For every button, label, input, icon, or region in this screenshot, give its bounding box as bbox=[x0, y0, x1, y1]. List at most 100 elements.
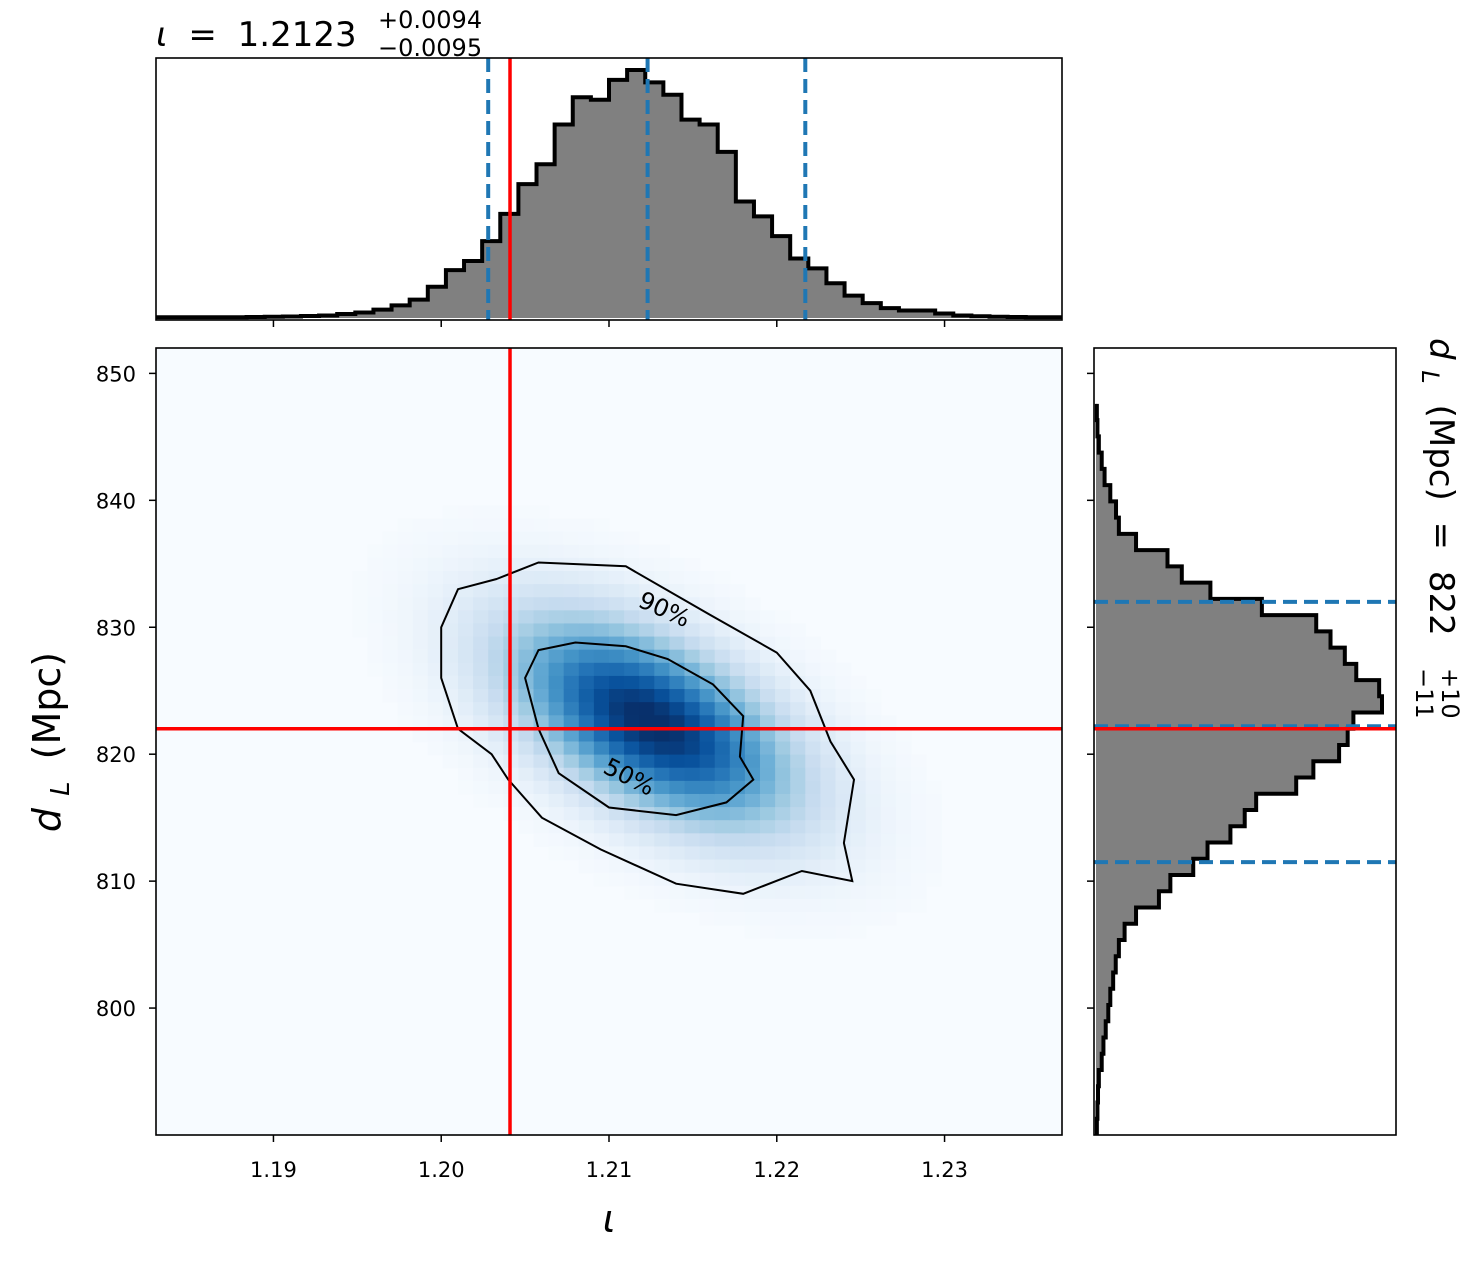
dL-hist-bar bbox=[1096, 696, 1382, 714]
iota-hist-bar bbox=[464, 260, 483, 318]
density-cell bbox=[548, 675, 565, 690]
density-cell bbox=[427, 518, 444, 533]
density-cell bbox=[835, 689, 852, 703]
density-cell bbox=[669, 885, 686, 900]
density-cell bbox=[865, 872, 882, 887]
density-cell bbox=[775, 767, 791, 782]
density-cell bbox=[805, 925, 821, 939]
density-cell bbox=[578, 702, 595, 716]
density-cell bbox=[729, 636, 746, 651]
density-cell bbox=[427, 662, 444, 677]
density-cell bbox=[775, 610, 791, 625]
density-cell bbox=[654, 636, 670, 651]
joint-density-panel: 50%90% 1.19 1.20 1.21 1.22 1.238008108208308… bbox=[96, 347, 1063, 1182]
density-cell bbox=[669, 820, 686, 834]
density-cell bbox=[624, 623, 640, 638]
density-cell bbox=[895, 898, 912, 913]
density-cell bbox=[488, 689, 504, 703]
density-cell bbox=[609, 610, 625, 625]
density-cell bbox=[397, 570, 414, 585]
density-cell bbox=[729, 833, 746, 848]
density-cell bbox=[835, 715, 852, 729]
density-cell bbox=[473, 544, 489, 559]
density-cell bbox=[533, 675, 550, 690]
density-cell bbox=[397, 610, 414, 625]
density-cell bbox=[442, 728, 459, 743]
density-cell bbox=[609, 846, 625, 861]
density-cell bbox=[442, 636, 459, 651]
density-cell bbox=[518, 505, 535, 520]
density-cell bbox=[729, 767, 746, 782]
density-cell bbox=[639, 728, 655, 743]
density-cell bbox=[669, 649, 686, 664]
density-cell bbox=[533, 557, 550, 572]
density-cell bbox=[895, 741, 912, 756]
density-cell bbox=[578, 610, 595, 625]
iota-hist-bar bbox=[935, 313, 954, 318]
density-cell bbox=[805, 675, 821, 690]
density-cell bbox=[684, 859, 701, 874]
density-cell bbox=[473, 505, 489, 520]
density-cell bbox=[473, 610, 489, 625]
density-cell bbox=[654, 846, 670, 861]
density-cell bbox=[911, 820, 927, 834]
y-axis-label-units: (Mpc) bbox=[25, 652, 69, 759]
density-cell bbox=[578, 544, 595, 559]
density-cell bbox=[639, 767, 655, 782]
density-cell bbox=[880, 793, 897, 808]
density-cell bbox=[548, 584, 565, 598]
density-cell bbox=[488, 505, 504, 520]
density-cell bbox=[578, 728, 595, 743]
density-cell bbox=[382, 570, 399, 585]
density-cell bbox=[880, 872, 897, 887]
density-cell bbox=[609, 557, 625, 572]
density-cell bbox=[865, 885, 882, 900]
density-cell bbox=[714, 728, 731, 743]
density-cell bbox=[805, 754, 821, 769]
dL-hist-bar bbox=[1096, 1037, 1104, 1055]
dL-hist-bar bbox=[1096, 875, 1171, 892]
density-cell bbox=[805, 807, 821, 821]
density-cell bbox=[805, 636, 821, 651]
density-cell bbox=[367, 610, 384, 625]
density-cell bbox=[442, 662, 459, 677]
density-cell bbox=[518, 518, 535, 533]
density-cell bbox=[473, 793, 489, 808]
density-cell bbox=[563, 544, 580, 559]
density-cell bbox=[578, 662, 595, 677]
dL-hist-bar bbox=[1096, 745, 1340, 762]
iota-hist-bar bbox=[554, 124, 574, 318]
density-cell bbox=[639, 859, 655, 874]
density-cell bbox=[805, 820, 821, 834]
density-cell bbox=[412, 689, 429, 703]
density-cell bbox=[624, 715, 640, 729]
density-cell bbox=[609, 702, 625, 716]
density-cell bbox=[820, 702, 837, 716]
density-cell bbox=[563, 741, 580, 756]
density-cell bbox=[442, 505, 459, 520]
density-cell bbox=[820, 833, 837, 848]
density-cell bbox=[835, 675, 852, 690]
density-cell bbox=[865, 754, 882, 769]
density-cell bbox=[684, 741, 701, 756]
density-cell bbox=[473, 675, 489, 690]
density-cell bbox=[397, 518, 414, 533]
density-cell bbox=[639, 820, 655, 834]
density-cell bbox=[548, 623, 565, 638]
density-cell bbox=[926, 820, 942, 834]
y-tick-label: 830 bbox=[96, 616, 136, 640]
density-cell bbox=[533, 531, 550, 546]
density-cell bbox=[684, 872, 701, 887]
density-cell bbox=[805, 662, 821, 677]
y-tick-label: 810 bbox=[96, 870, 136, 894]
density-cell bbox=[397, 715, 414, 729]
density-cell bbox=[624, 544, 640, 559]
density-cell bbox=[458, 649, 474, 664]
density-cell bbox=[895, 780, 912, 795]
iota-title-upper-error: +0.0094 bbox=[378, 6, 482, 34]
iota-hist-bar bbox=[373, 309, 393, 318]
density-cell bbox=[654, 820, 670, 834]
density-cell bbox=[609, 623, 625, 638]
iota-hist-bar bbox=[681, 119, 701, 318]
density-cell bbox=[911, 793, 927, 808]
